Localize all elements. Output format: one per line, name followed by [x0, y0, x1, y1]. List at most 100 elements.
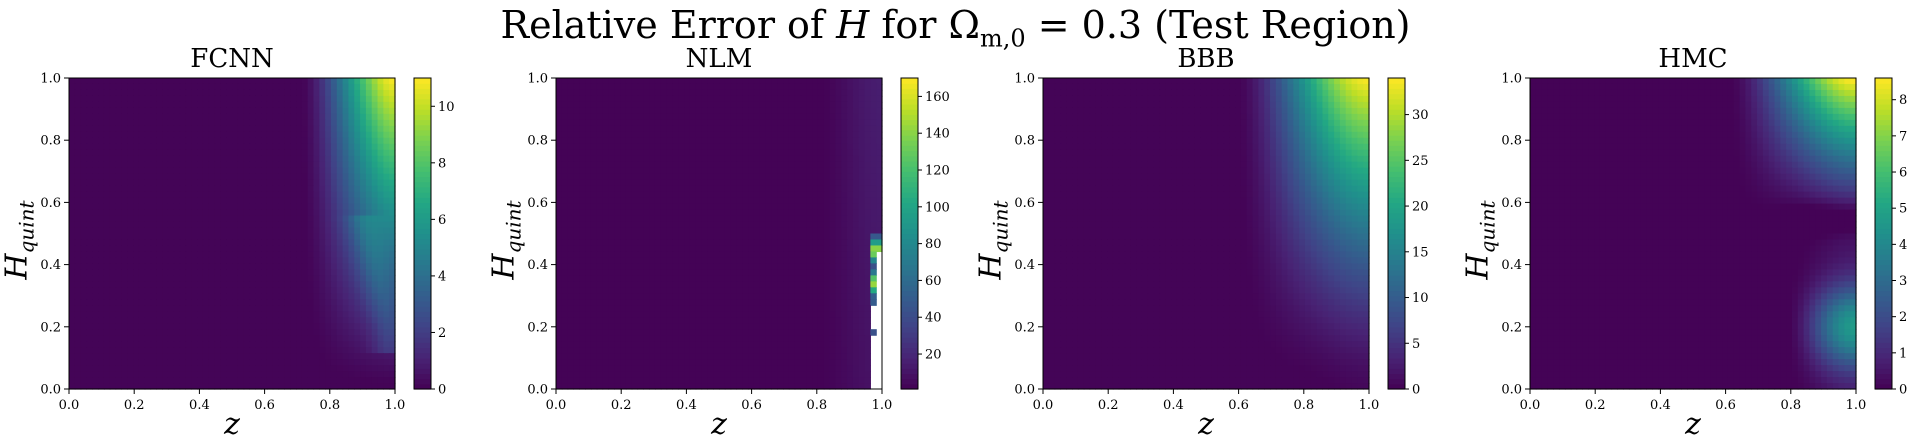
heatmap-cell	[197, 101, 204, 109]
heatmap-cell	[788, 161, 796, 169]
heatmap-cell	[829, 197, 837, 205]
heatmap-cell	[243, 125, 251, 133]
heatmap-cell	[800, 83, 807, 91]
heatmap-cell	[220, 233, 227, 241]
heatmap-cell	[330, 335, 338, 342]
heatmap-cell	[748, 131, 755, 139]
heatmap-cell	[266, 293, 274, 300]
heatmap-cell	[74, 161, 82, 169]
heatmap-cell	[812, 197, 819, 205]
heatmap-cell	[643, 185, 650, 193]
heatmap-cell	[806, 179, 813, 187]
heatmap-cell	[608, 191, 615, 199]
heatmap-cell	[214, 365, 221, 372]
heatmap-cell	[214, 305, 221, 312]
heatmap-cell	[162, 323, 169, 330]
heatmap-cell	[208, 197, 216, 205]
heatmap-cell	[296, 131, 303, 139]
heatmap-cell	[590, 83, 598, 91]
heatmap-cell	[631, 173, 639, 181]
heatmap-cell	[179, 143, 187, 151]
heatmap-cell	[371, 107, 379, 115]
colorbar-segment	[414, 363, 431, 369]
heatmap-cell	[858, 78, 866, 85]
heatmap-cell	[602, 287, 609, 294]
heatmap-cell	[237, 287, 245, 294]
heatmap-cell	[713, 203, 720, 211]
heatmap-cell	[608, 197, 615, 205]
heatmap-cell	[214, 197, 221, 205]
heatmap-cell	[348, 377, 355, 384]
heatmap-cell	[74, 227, 82, 235]
heatmap-cell	[138, 359, 146, 366]
heatmap-cell	[115, 281, 122, 288]
heatmap-cell	[266, 359, 274, 366]
heatmap-cell	[98, 143, 105, 151]
heatmap-cell	[325, 347, 332, 354]
heatmap-cell	[255, 371, 262, 378]
heatmap-cell	[377, 239, 384, 247]
heatmap-cell	[812, 95, 819, 103]
heatmap-cell	[290, 281, 297, 288]
heatmap-cell	[103, 293, 111, 300]
heatmap-cell	[266, 143, 274, 151]
heatmap-cell	[144, 293, 152, 300]
heatmap-cell	[794, 209, 802, 217]
heatmap-cell	[777, 239, 784, 247]
heatmap-cell	[325, 137, 332, 145]
heatmap-cell	[162, 131, 169, 139]
heatmap-cell	[625, 167, 633, 175]
heatmap-cell	[383, 209, 390, 217]
heatmap-cell	[654, 233, 662, 241]
heatmap-cell	[852, 89, 860, 97]
heatmap-cell	[852, 101, 860, 109]
heatmap-cell	[835, 275, 842, 282]
heatmap-cell	[852, 257, 860, 264]
heatmap-cell	[86, 281, 93, 288]
heatmap-cell	[330, 155, 338, 163]
heatmap-cell	[794, 101, 802, 109]
heatmap-cell	[742, 197, 749, 205]
heatmap-cell	[98, 353, 105, 360]
heatmap-cell	[220, 179, 227, 187]
heatmap-cell	[695, 143, 703, 151]
heatmap-cell	[561, 143, 569, 151]
heatmap-cell	[185, 377, 192, 384]
heatmap-cell	[556, 113, 563, 121]
heatmap-cell	[389, 137, 396, 145]
heatmap-cell	[115, 239, 122, 247]
heatmap-cell	[556, 269, 563, 276]
heatmap-cell	[695, 179, 703, 187]
heatmap-cell	[852, 281, 860, 288]
heatmap-cell	[336, 365, 344, 372]
heatmap-cell	[371, 263, 379, 270]
heatmap-cell	[625, 203, 633, 211]
heatmap-cell	[823, 203, 831, 211]
heatmap-cell	[660, 107, 668, 115]
heatmap-cell	[232, 137, 239, 145]
heatmap-cell	[144, 107, 152, 115]
heatmap-cell	[214, 311, 221, 318]
heatmap-cell	[736, 107, 743, 115]
heatmap-cell	[348, 197, 355, 205]
colorbar-segment	[414, 103, 431, 110]
heatmap-cell	[829, 269, 837, 276]
heatmap-cell	[596, 191, 604, 199]
heatmap-cell	[127, 269, 134, 276]
heatmap-cell	[319, 161, 326, 169]
heatmap-cell	[649, 215, 656, 223]
heatmap-cell	[736, 221, 743, 229]
heatmap-cell	[109, 203, 117, 211]
heatmap-cell	[74, 335, 82, 342]
heatmap-cell	[121, 347, 128, 354]
heatmap-cell	[736, 83, 743, 91]
heatmap-cell	[753, 161, 761, 169]
heatmap-cell	[360, 167, 367, 175]
heatmap-cell	[631, 155, 639, 163]
heatmap-cell	[185, 269, 192, 276]
heatmap-cell	[138, 191, 146, 199]
heatmap-cell	[788, 78, 796, 85]
heatmap-cell	[284, 113, 291, 121]
heatmap-cell	[162, 101, 169, 109]
